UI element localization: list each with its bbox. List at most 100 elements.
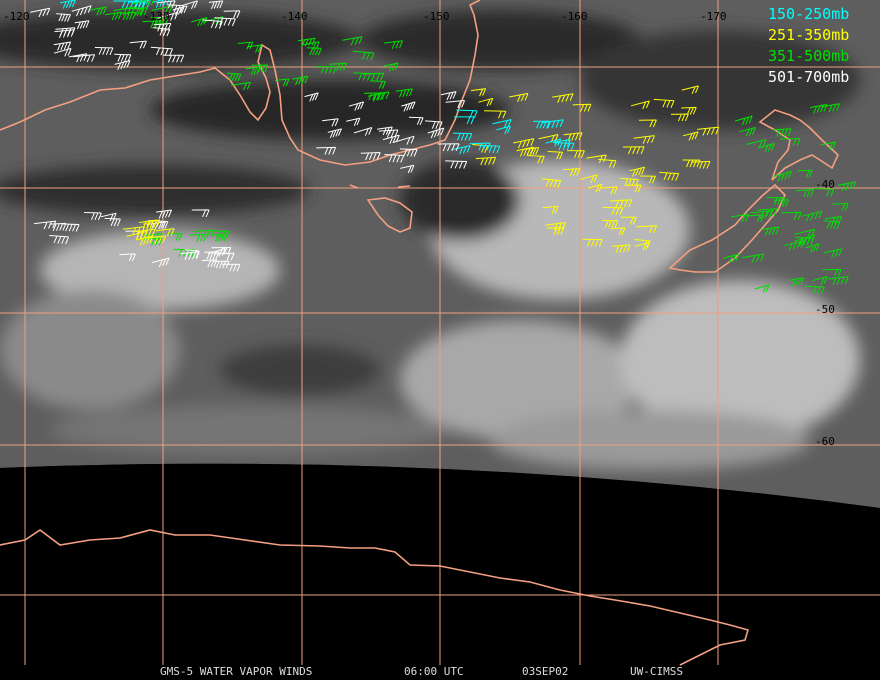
wind-barb (292, 75, 309, 86)
wind-barb (221, 263, 241, 272)
wind-barb (827, 276, 849, 286)
wind-barb (400, 164, 415, 174)
cloud-features (0, 10, 860, 470)
wind-barb (182, 0, 198, 9)
wind-barb (742, 253, 765, 263)
wind-barb (348, 101, 365, 111)
wind-barb (824, 215, 843, 225)
wind-barb (820, 103, 840, 113)
wind-barb (820, 141, 837, 150)
wind-barb (207, 247, 226, 257)
longitude-label: -120 (3, 10, 30, 23)
wind-barb (567, 150, 585, 158)
wind-barb (469, 142, 491, 151)
wind-barb (201, 259, 218, 268)
wind-barb (823, 248, 843, 258)
longitude-label: -140 (281, 10, 308, 23)
wind-barb (191, 209, 210, 218)
wind-barb (601, 186, 618, 195)
wind-barb (832, 202, 849, 211)
wind-barb (634, 239, 651, 249)
wind-barb (114, 60, 131, 70)
wind-barb (74, 20, 90, 30)
wind-barb (152, 27, 171, 37)
latitude-label: -70 (815, 584, 835, 597)
wind-barb (382, 134, 400, 144)
wind-barb (602, 206, 624, 216)
wind-barb (399, 148, 418, 157)
wind-barb (202, 19, 223, 29)
wind-barb (512, 138, 535, 149)
wind-barb (167, 4, 184, 13)
wind-barb (49, 222, 67, 231)
wind-barb (697, 126, 720, 136)
wind-barb (172, 5, 188, 16)
wind-barb (670, 113, 689, 122)
wind-barb (794, 228, 816, 238)
wind-barb (757, 143, 775, 153)
wind-barb (353, 72, 376, 81)
wind-barb (779, 138, 801, 146)
longitude-label: -170 (700, 10, 727, 23)
wind-barb (586, 154, 607, 163)
wind-barb (316, 66, 337, 74)
wind-barb (542, 119, 564, 129)
wind-barb (484, 110, 507, 119)
wind-barb (636, 225, 658, 234)
wind-barb (470, 88, 487, 97)
wind-barb (445, 100, 466, 108)
legend-entry: 501-700mb (768, 68, 849, 86)
latitude-label: -50 (815, 303, 835, 316)
wind-barb (157, 11, 179, 21)
wind-barb (610, 227, 626, 236)
wind-barb (104, 217, 121, 227)
wind-barb (251, 64, 269, 73)
wind-barb (363, 92, 384, 101)
wind-barb (427, 127, 445, 139)
wind-barb (804, 285, 825, 295)
wind-barb (342, 36, 363, 46)
wind-barb (723, 253, 740, 263)
wind-barb (601, 219, 619, 228)
wind-barb (125, 7, 148, 16)
wind-barb (800, 210, 823, 222)
wind-barb (691, 160, 711, 169)
wind-barb (516, 146, 535, 157)
wind-barb (142, 219, 161, 230)
wind-barb (492, 119, 512, 128)
wind-barb (384, 40, 403, 49)
wind-barb (150, 46, 173, 57)
wind-barb (136, 235, 154, 246)
wind-barb (53, 47, 72, 57)
wind-barb (226, 72, 242, 82)
wind-barb (633, 135, 655, 144)
wind-barb (119, 11, 137, 21)
wind-barb (49, 235, 70, 245)
wind-barb (445, 160, 468, 169)
wind-barb (83, 212, 102, 221)
wind-barb (189, 233, 208, 242)
wind-barb (545, 138, 562, 147)
wind-barb (329, 62, 348, 71)
wind-barb (204, 251, 220, 260)
wind-barb (773, 199, 789, 208)
wind-barb (572, 103, 592, 112)
wind-barb (214, 17, 236, 27)
coastlines (0, 0, 839, 666)
wind-barb (304, 92, 319, 102)
wind-barb (207, 230, 230, 239)
wind-barb (167, 232, 183, 241)
wind-barb (307, 47, 322, 56)
wind-barb (155, 209, 172, 219)
wind-barb (61, 223, 80, 232)
wind-barb (480, 144, 501, 154)
wind-barb (367, 91, 390, 102)
wind-barb (682, 131, 699, 141)
longitude-label: -130 (143, 10, 170, 23)
wind-barb (370, 80, 386, 89)
wind-barb (114, 53, 132, 62)
wind-barb (789, 277, 805, 287)
wind-barb (625, 184, 642, 193)
wind-barb (360, 152, 381, 161)
wind-barb (437, 143, 460, 152)
